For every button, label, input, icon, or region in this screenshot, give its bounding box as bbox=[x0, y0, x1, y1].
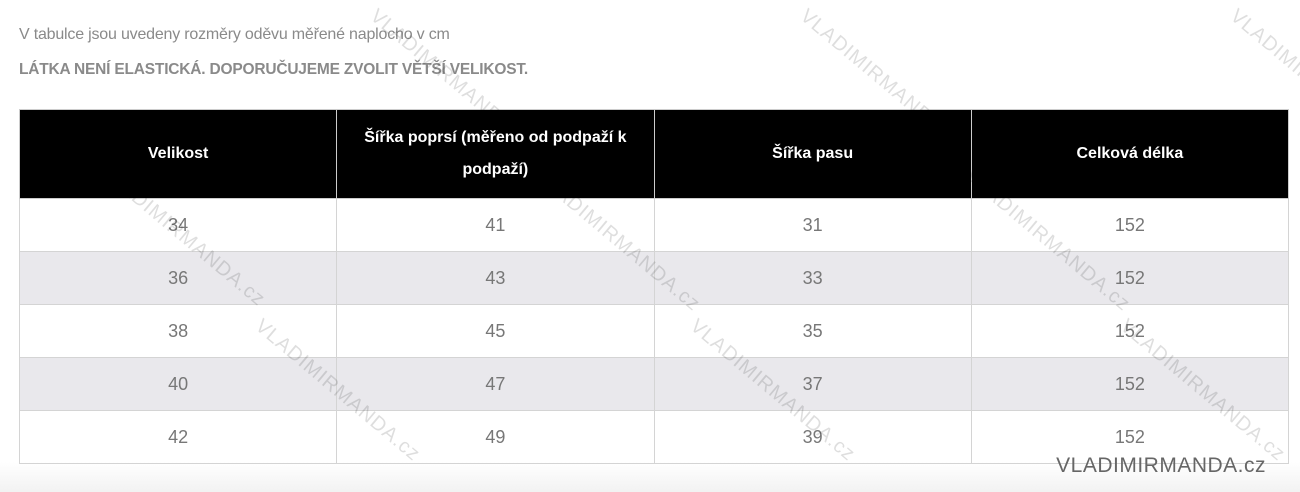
cell-size: 42 bbox=[18, 410, 338, 464]
logo-watermark: VLADIMIRMANDA.cz bbox=[1056, 454, 1266, 477]
cell-waist: 39 bbox=[653, 410, 972, 464]
cell-waist: 35 bbox=[653, 304, 972, 358]
table-row: 42 49 39 152 bbox=[18, 410, 1290, 464]
intro-text: V tabulce jsou uvedeny rozměry oděvu měř… bbox=[19, 26, 450, 43]
size-table: Velikost Šířka poprsí (měřeno od podpaží… bbox=[18, 109, 1290, 464]
warning-text: LÁTKA NENÍ ELASTICKÁ. DOPORUČUJEME ZVOLI… bbox=[19, 61, 529, 78]
table-row: 36 43 33 152 bbox=[18, 251, 1290, 305]
table-row: 34 41 31 152 bbox=[18, 198, 1290, 252]
cell-waist: 31 bbox=[653, 198, 972, 252]
cell-length: 152 bbox=[970, 198, 1290, 252]
cell-size: 34 bbox=[18, 198, 338, 252]
cell-bust: 47 bbox=[336, 357, 655, 411]
table-row: 40 47 37 152 bbox=[18, 357, 1290, 411]
cell-waist: 37 bbox=[653, 357, 972, 411]
cell-bust: 45 bbox=[336, 304, 655, 358]
header-total-length: Celková délka bbox=[970, 109, 1290, 199]
header-bust-width: Šířka poprsí (měřeno od podpaží k podpaž… bbox=[336, 109, 655, 199]
table-row: 38 45 35 152 bbox=[18, 304, 1290, 358]
header-waist-width: Šířka pasu bbox=[653, 109, 972, 199]
cell-length: 152 bbox=[970, 251, 1290, 305]
cell-bust: 41 bbox=[336, 198, 655, 252]
cell-bust: 43 bbox=[336, 251, 655, 305]
cell-bust: 49 bbox=[336, 410, 655, 464]
cell-size: 38 bbox=[18, 304, 338, 358]
header-size: Velikost bbox=[18, 109, 338, 199]
cell-waist: 33 bbox=[653, 251, 972, 305]
cell-length: 152 bbox=[970, 304, 1290, 358]
table-header-row: Velikost Šířka poprsí (měřeno od podpaží… bbox=[18, 109, 1290, 199]
cell-length: 152 bbox=[970, 357, 1290, 411]
cell-size: 40 bbox=[18, 357, 338, 411]
cell-length: 152 bbox=[970, 410, 1290, 464]
cell-size: 36 bbox=[18, 251, 338, 305]
bottom-fade bbox=[0, 462, 1300, 492]
